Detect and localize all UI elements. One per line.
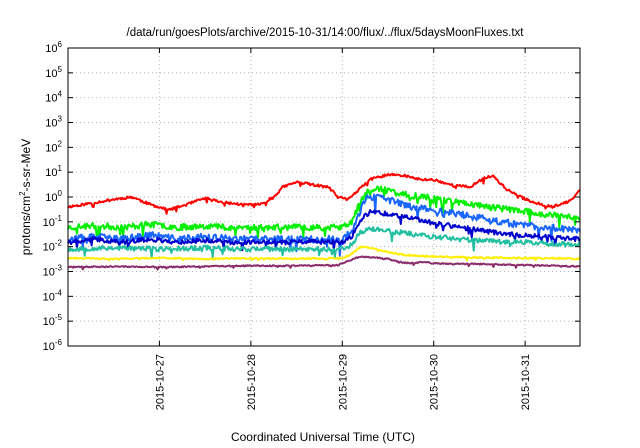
chart-title: /data/run/goesPlots/archive/2015-10-31/1… xyxy=(127,27,525,39)
series-layer xyxy=(67,172,581,271)
series-line-3 xyxy=(67,193,581,257)
y-tick-label: 10-6 xyxy=(43,338,63,353)
y-tick-label: 100 xyxy=(45,189,62,204)
series-line-5 xyxy=(67,226,581,259)
x-axis-label: Coordinated Universal Time (UTC) xyxy=(231,430,415,444)
y-tick-label: 105 xyxy=(45,65,62,80)
series-line-6 xyxy=(67,245,581,262)
y-tick-label: 104 xyxy=(45,90,62,105)
y-axis-label: protons/cm2-s-sr-MeV xyxy=(18,139,33,255)
x-tick-label: 2015-10-29 xyxy=(337,354,349,410)
y-tick-label: 101 xyxy=(45,164,62,179)
series-line-1 xyxy=(67,172,581,215)
x-tick-label: 2015-10-31 xyxy=(520,354,532,410)
x-tick-label: 2015-10-28 xyxy=(246,354,258,410)
y-tick-label: 10-4 xyxy=(43,288,63,303)
y-tick-label: 10-2 xyxy=(43,239,63,254)
y-tick-label: 106 xyxy=(45,40,62,55)
series-line-2 xyxy=(67,185,581,241)
y-tick-label: 10-5 xyxy=(43,313,63,328)
x-tick-label: 2015-10-30 xyxy=(429,354,441,410)
y-tick-label: 10-1 xyxy=(43,214,63,229)
grid-layer xyxy=(68,48,580,346)
y-tick-label: 103 xyxy=(45,115,62,130)
series-line-7 xyxy=(67,255,581,271)
y-tick-label: 102 xyxy=(45,139,62,154)
y-tick-label: 10-3 xyxy=(43,264,63,279)
x-tick-label: 2015-10-27 xyxy=(154,354,166,410)
series-line-4 xyxy=(67,209,581,252)
axis-layer: 10-6 10-5 10-4 10-3 10-2 10-1 100 101 102 103 104 1… xyxy=(43,40,580,410)
